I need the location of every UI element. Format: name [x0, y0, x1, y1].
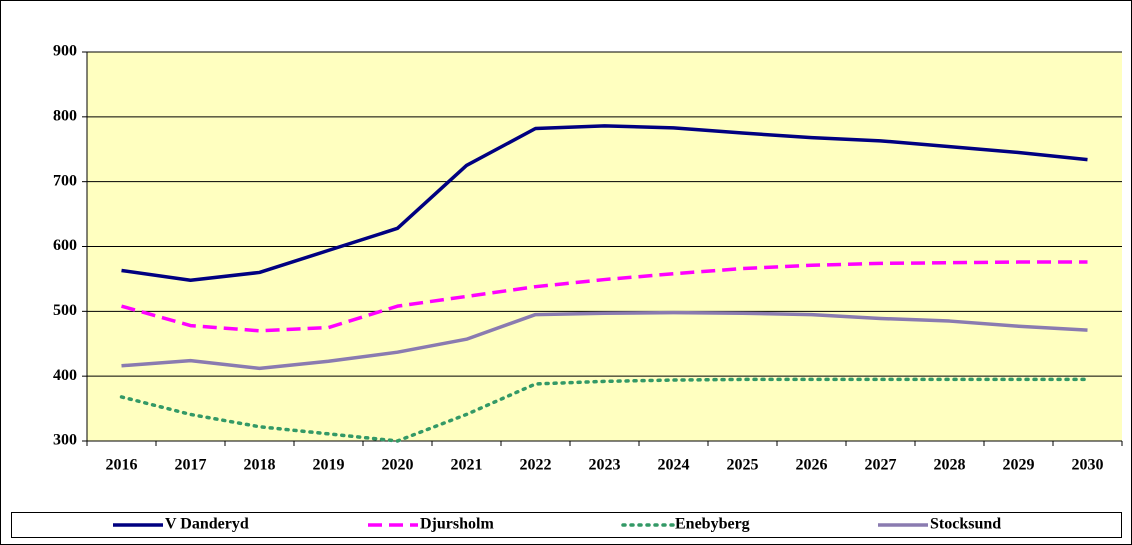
y-tick-label: 300 [53, 432, 77, 449]
series-line [119, 377, 1090, 443]
x-tick-label: 2023 [589, 457, 621, 474]
x-tick-label: 2016 [106, 457, 138, 474]
x-tick-label: 2029 [1003, 457, 1035, 474]
x-tick-label: 2017 [175, 457, 207, 474]
legend-label: Djursholm [420, 516, 494, 533]
y-tick-label: 800 [53, 108, 77, 125]
x-tick-label: 2025 [727, 457, 759, 474]
x-tick-label: 2019 [313, 457, 345, 474]
x-tick-label: 2028 [934, 457, 966, 474]
y-tick-label: 600 [53, 237, 77, 254]
legend-label: Stocksund [930, 516, 1001, 533]
x-tick-label: 2024 [658, 457, 690, 474]
legend-label: Enebyberg [675, 516, 750, 533]
x-tick-label: 2027 [865, 457, 897, 474]
x-tick-label: 2030 [1072, 457, 1104, 474]
legend-box [11, 512, 1122, 538]
x-tick-label: 2018 [244, 457, 276, 474]
x-tick-label: 2020 [382, 457, 414, 474]
series-line [121, 124, 1088, 282]
y-tick-label: 400 [53, 367, 77, 384]
series-line [121, 310, 1088, 371]
x-tick-label: 2026 [796, 457, 828, 474]
x-tick-label: 2021 [451, 457, 483, 474]
y-tick-label: 900 [53, 43, 77, 60]
x-tick-label: 2022 [520, 457, 552, 474]
y-tick-label: 500 [53, 302, 77, 319]
y-tick-label: 700 [53, 172, 77, 189]
series-line [121, 260, 1088, 333]
legend-label: V Danderyd [165, 516, 249, 533]
